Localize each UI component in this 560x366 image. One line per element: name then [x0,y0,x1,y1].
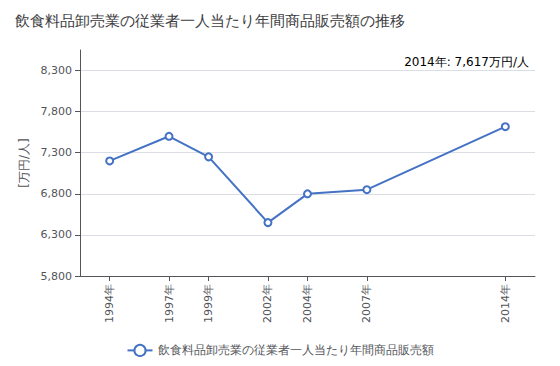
svg-text:7,300: 7,300 [41,146,73,159]
svg-text:[万円/人]: [万円/人] [17,138,31,187]
svg-text:2007年: 2007年 [360,284,373,323]
svg-text:8,300: 8,300 [41,64,73,77]
svg-text:飲食料品卸売業の従業者一人当たり年間商品販売額: 飲食料品卸売業の従業者一人当たり年間商品販売額 [158,343,434,357]
svg-text:1999年: 1999年 [202,284,215,323]
svg-text:2004年: 2004年 [301,284,314,323]
svg-text:1994年: 1994年 [103,284,116,323]
svg-text:1997年: 1997年 [163,284,176,323]
svg-text:2002年: 2002年 [261,284,274,323]
svg-text:5,800: 5,800 [41,270,73,283]
svg-text:6,800: 6,800 [41,187,73,200]
svg-text:2014年: 2014年 [499,284,512,323]
svg-text:飲食料品卸売業の従業者一人当たり年間商品販売額の推移: 飲食料品卸売業の従業者一人当たり年間商品販売額の推移 [15,12,405,30]
svg-text:7,800: 7,800 [41,105,73,118]
svg-text:2014年: 7,617万円/人: 2014年: 7,617万円/人 [404,55,529,69]
svg-text:6,300: 6,300 [41,228,73,241]
